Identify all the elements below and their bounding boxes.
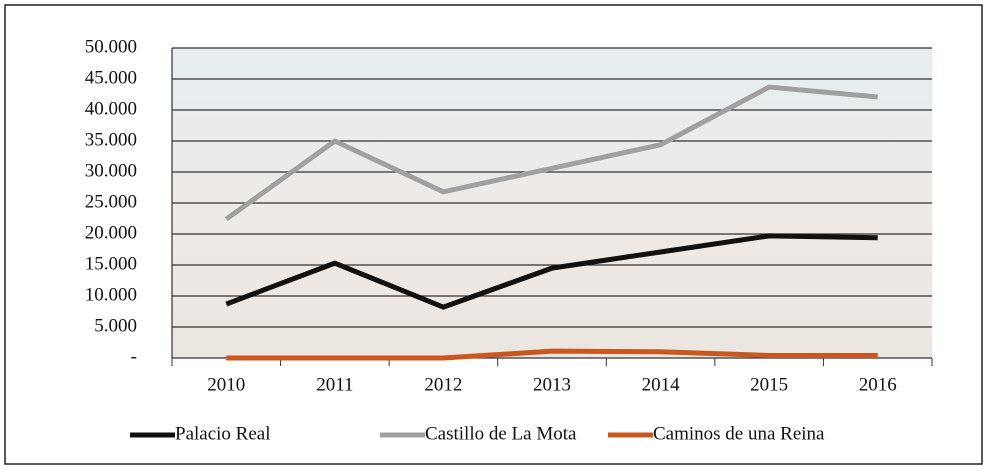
x-tick-label: 2016	[859, 374, 897, 395]
y-tick-label: 35.000	[85, 129, 137, 150]
legend-label: Palacio Real	[175, 423, 271, 444]
y-tick-label: -	[131, 346, 137, 367]
y-tick-label: 30.000	[85, 160, 137, 181]
x-tick-label: 2014	[642, 374, 681, 395]
legend-label: Castillo de La Mota	[425, 423, 577, 444]
x-tick-label: 2012	[424, 374, 462, 395]
x-tick-label: 2011	[316, 374, 353, 395]
y-tick-label: 5.000	[94, 315, 137, 336]
y-tick-label: 15.000	[85, 253, 137, 274]
x-tick-label: 2015	[750, 374, 788, 395]
series-line	[224, 84, 878, 222]
y-tick-label: 45.000	[85, 67, 137, 88]
legend-label: Caminos de una Reina	[653, 423, 825, 444]
y-tick-label: 50.000	[85, 36, 137, 57]
y-tick-label: 25.000	[85, 191, 137, 212]
series-line	[226, 348, 878, 361]
y-tick-label: 10.000	[85, 284, 137, 305]
x-tick-label: 2013	[533, 374, 571, 395]
x-tick-label: 2010	[207, 374, 245, 395]
y-tick-label: 40.000	[85, 98, 137, 119]
y-tick-label: 20.000	[85, 222, 137, 243]
series-line	[225, 233, 878, 310]
